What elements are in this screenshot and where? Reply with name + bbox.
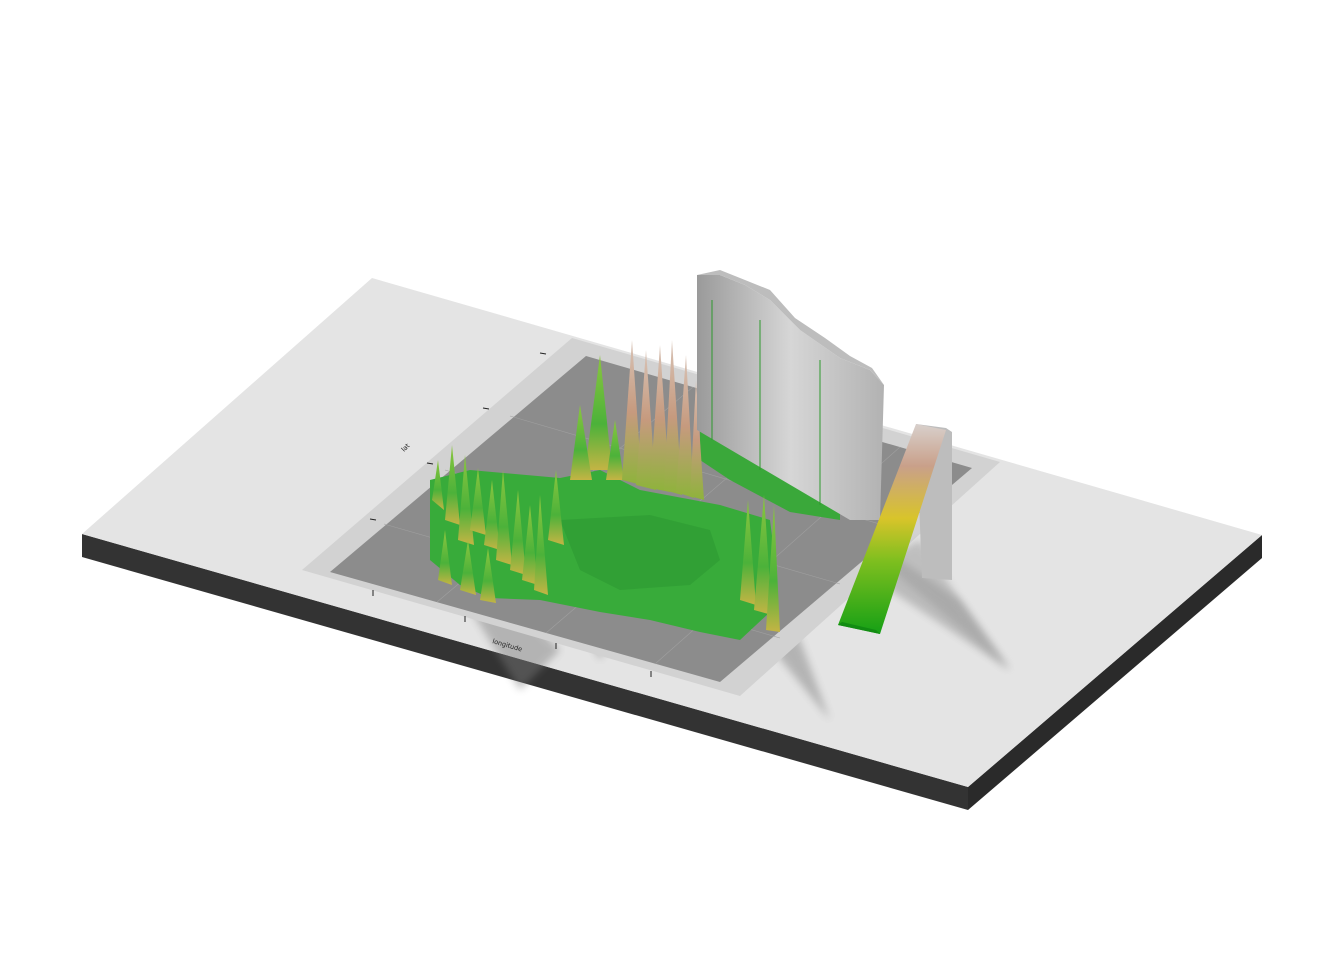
terrain-right-spikes: [740, 495, 780, 632]
terrain-cliff-wall: [697, 270, 884, 520]
legend-colorbar: [838, 424, 946, 634]
y-axis: lat: [369, 352, 547, 521]
y-axis-title: lat: [400, 442, 412, 454]
base-slab-side-edge: [968, 535, 1262, 810]
x-tick-mark: [372, 590, 652, 677]
legend-colorbar-front: [838, 622, 880, 634]
terrain-surface: [430, 340, 840, 640]
legend-shadow: [880, 540, 1010, 670]
terrain-mountain-peaks: [622, 340, 704, 500]
terrain-cliff-wall-face: [697, 275, 884, 520]
terrain-central-spikes: [570, 355, 624, 480]
terrain-lowland-texture: [560, 515, 720, 590]
terrain-cliff-wall-streaks: [711, 300, 821, 505]
color-legend: [838, 424, 1010, 670]
terrain-left-ridges: [432, 445, 564, 603]
y-tick-mark: [369, 352, 547, 521]
